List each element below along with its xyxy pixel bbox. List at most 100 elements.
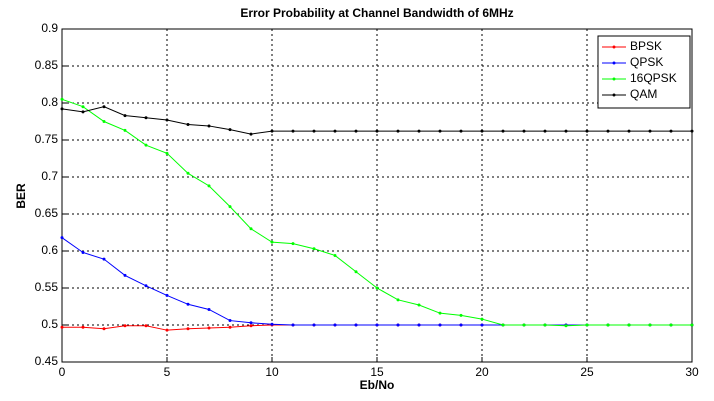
data-point bbox=[669, 323, 673, 327]
data-point bbox=[438, 311, 442, 315]
data-point bbox=[186, 327, 190, 331]
data-point bbox=[354, 129, 358, 133]
data-point bbox=[186, 122, 190, 126]
data-point bbox=[585, 129, 589, 133]
data-point bbox=[522, 323, 526, 327]
data-point bbox=[333, 129, 337, 133]
legend-label: QPSK bbox=[630, 55, 663, 69]
data-point bbox=[438, 129, 442, 133]
data-point bbox=[81, 110, 85, 114]
data-point bbox=[102, 120, 106, 123]
legend-label: 16QPSK bbox=[630, 71, 677, 85]
data-point bbox=[564, 129, 568, 133]
data-point bbox=[102, 327, 106, 331]
y-tick-label: 0.9 bbox=[41, 21, 58, 35]
data-point bbox=[375, 129, 379, 133]
data-point bbox=[375, 286, 379, 290]
data-point bbox=[585, 323, 589, 327]
data-point bbox=[102, 105, 106, 109]
data-point bbox=[60, 107, 64, 111]
data-point bbox=[333, 323, 337, 327]
data-point bbox=[522, 129, 526, 133]
data-point bbox=[186, 302, 190, 306]
data-point bbox=[165, 151, 169, 155]
x-tick-label: 20 bbox=[475, 365, 489, 379]
data-point bbox=[564, 324, 568, 328]
data-point bbox=[165, 328, 169, 332]
data-point bbox=[606, 323, 610, 327]
data-point bbox=[648, 323, 652, 327]
data-point bbox=[417, 323, 421, 327]
data-point bbox=[207, 124, 211, 128]
y-tick-label: 0.5 bbox=[41, 317, 58, 331]
data-point bbox=[249, 227, 253, 231]
data-point bbox=[228, 205, 232, 209]
data-point bbox=[60, 236, 64, 240]
data-point bbox=[249, 324, 253, 328]
legend-label: QAM bbox=[630, 87, 657, 101]
data-point bbox=[438, 323, 442, 327]
data-point bbox=[144, 284, 148, 288]
data-point bbox=[690, 323, 694, 327]
y-tick-label: 0.75 bbox=[35, 132, 59, 146]
y-axis-label: BER bbox=[14, 183, 28, 209]
x-tick-label: 0 bbox=[59, 365, 66, 379]
data-point bbox=[480, 323, 484, 327]
data-point bbox=[228, 319, 232, 323]
data-point bbox=[144, 324, 148, 328]
data-point bbox=[123, 324, 127, 328]
data-point bbox=[543, 323, 547, 327]
data-point bbox=[396, 323, 400, 327]
data-point bbox=[312, 323, 316, 327]
data-point bbox=[60, 325, 64, 329]
data-point bbox=[669, 129, 673, 133]
data-point bbox=[207, 184, 211, 188]
data-point bbox=[207, 326, 211, 330]
data-point bbox=[333, 253, 337, 257]
data-point bbox=[459, 313, 463, 317]
data-point bbox=[291, 323, 295, 327]
data-point bbox=[627, 129, 631, 133]
x-tick-label: 25 bbox=[580, 365, 594, 379]
data-point bbox=[144, 116, 148, 120]
data-point bbox=[123, 114, 127, 118]
data-point bbox=[186, 171, 190, 175]
data-point bbox=[270, 129, 274, 133]
data-point bbox=[417, 129, 421, 133]
y-tick-label: 0.85 bbox=[35, 58, 59, 72]
legend-marker bbox=[612, 61, 616, 65]
plot-frame bbox=[61, 28, 693, 363]
data-point bbox=[690, 129, 694, 133]
data-point bbox=[396, 129, 400, 133]
x-axis-label: Eb/No bbox=[360, 378, 395, 392]
data-point bbox=[312, 129, 316, 133]
data-point bbox=[207, 307, 211, 311]
data-point bbox=[249, 132, 253, 136]
data-point bbox=[354, 270, 358, 274]
data-point bbox=[501, 129, 505, 133]
data-point bbox=[417, 303, 421, 307]
y-tick-label: 0.45 bbox=[35, 354, 59, 368]
data-point bbox=[459, 129, 463, 133]
y-tick-label: 0.8 bbox=[41, 95, 58, 109]
data-point bbox=[60, 97, 64, 101]
x-tick-label: 5 bbox=[164, 365, 171, 379]
chart-title: Error Probability at Channel Bandwidth o… bbox=[240, 6, 513, 20]
data-point bbox=[249, 321, 253, 325]
y-tick-label: 0.6 bbox=[41, 243, 58, 257]
data-point bbox=[606, 129, 610, 133]
legend-marker bbox=[612, 77, 616, 81]
data-point bbox=[501, 323, 505, 327]
legend-marker bbox=[612, 93, 616, 97]
data-point bbox=[123, 128, 127, 132]
data-point bbox=[270, 322, 274, 326]
data-point bbox=[312, 247, 316, 251]
data-point bbox=[396, 298, 400, 302]
data-point bbox=[165, 118, 169, 122]
data-point bbox=[228, 325, 232, 329]
data-point bbox=[291, 242, 295, 246]
y-tick-label: 0.7 bbox=[41, 169, 58, 183]
data-point bbox=[480, 129, 484, 133]
data-point bbox=[144, 143, 148, 147]
